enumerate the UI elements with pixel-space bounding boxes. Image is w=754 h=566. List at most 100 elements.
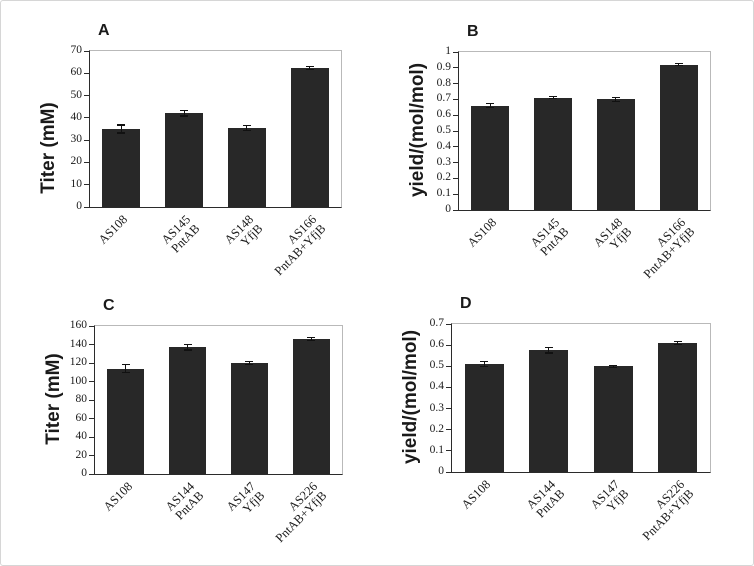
error-bar-cap — [480, 361, 489, 363]
y-axis-tick — [453, 83, 458, 85]
y-tick-label: 0.1 — [436, 187, 451, 200]
y-tick-label: 120 — [69, 356, 87, 368]
error-bar-cap — [307, 336, 316, 338]
y-tick-label: 0 — [445, 203, 451, 215]
y-axis-tick — [453, 98, 458, 100]
error-bar-cap — [121, 371, 130, 373]
error-bar-cap — [242, 129, 251, 131]
y-axis-tick — [84, 206, 89, 208]
error-bar-cap — [674, 64, 683, 67]
y-tick-label: 0 — [81, 467, 87, 479]
panel-b-plot-area: 0 0.1 0.2 0.3 0.4 0.5 0.6 0.7 0.8 0.9 1 AS108 AS145 … — [437, 45, 711, 281]
y-axis-tick — [89, 381, 94, 382]
bar-c-1 — [107, 368, 145, 474]
bar-b-1 — [471, 105, 510, 210]
y-tick-label: 0.2 — [429, 422, 444, 435]
error-bar — [309, 66, 311, 70]
y-axis-tick — [89, 455, 94, 456]
y-axis-tick — [446, 386, 451, 388]
panel-c-plot-area: 0 20 40 60 80 100 120 140 160 AS108 AS144 PntAB AS1… — [70, 319, 343, 545]
error-bar — [310, 337, 312, 341]
error-bar — [612, 365, 614, 368]
error-bar-cap — [674, 63, 683, 65]
error-bar-cap — [117, 124, 126, 126]
y-tick-label: 60 — [70, 66, 83, 79]
y-axis-tick — [84, 161, 89, 163]
y-tick-label: 1 — [445, 45, 451, 57]
y-axis-tick — [446, 408, 451, 410]
error-bar — [552, 96, 554, 99]
error-bar-cap — [611, 100, 620, 102]
y-axis-tick — [84, 139, 89, 141]
bar-a-3 — [227, 127, 266, 207]
y-axis-tick — [453, 193, 458, 195]
y-tick-label: 0.7 — [436, 92, 451, 105]
bar-d-4 — [658, 343, 698, 472]
y-axis-tick — [84, 117, 89, 119]
y-axis-tick — [89, 473, 94, 475]
error-bar — [248, 361, 250, 365]
y-axis-tick — [89, 418, 94, 419]
bar-d-2 — [529, 350, 569, 472]
x-category-label: AS166 PntAB+YfjB — [271, 212, 329, 279]
bar-b-4 — [659, 64, 698, 210]
y-axis-tick — [446, 450, 451, 452]
error-bar-cap — [549, 96, 558, 98]
bar-c-3 — [230, 363, 268, 474]
y-axis-tick — [446, 365, 451, 367]
panel-label-b: B — [467, 23, 479, 40]
y-tick-label: 40 — [70, 110, 83, 123]
y-axis-tick — [89, 436, 94, 438]
y-axis-tick — [453, 67, 458, 69]
error-bar-cap — [486, 103, 495, 105]
y-tick-label: 20 — [70, 155, 83, 168]
y-axis-tick — [89, 325, 94, 327]
error-bar-cap — [544, 352, 553, 354]
y-tick-label: 50 — [70, 88, 83, 101]
y-axis-tick — [453, 51, 458, 53]
error-bar — [120, 124, 122, 133]
error-bar-cap — [609, 366, 618, 368]
error-bar-cap — [180, 115, 189, 117]
y-axis-tick — [89, 399, 94, 401]
error-bar-cap — [673, 343, 682, 345]
error-bar-cap — [245, 360, 254, 362]
bar-d-3 — [593, 366, 633, 472]
error-bar-cap — [245, 364, 254, 366]
y-tick-label: 40 — [75, 430, 88, 442]
bar-b-2 — [534, 97, 573, 210]
y-axis-tick — [84, 72, 89, 74]
y-tick-label: 60 — [75, 411, 88, 424]
error-bar-cap — [121, 364, 130, 366]
y-tick-label: 140 — [69, 337, 87, 350]
error-bar-cap — [480, 366, 489, 368]
y-tick-label: 0.4 — [429, 380, 444, 393]
error-bar — [125, 364, 127, 373]
error-bar — [615, 97, 617, 102]
bar-c-4 — [292, 338, 330, 474]
y-tick-label: 70 — [70, 44, 83, 56]
error-bar-cap — [305, 65, 314, 67]
error-bar-cap — [180, 110, 189, 112]
error-bar-cap — [611, 96, 620, 99]
bar-a-1 — [102, 129, 141, 207]
y-tick-label: 0.8 — [436, 76, 451, 89]
y-tick-label: 80 — [75, 393, 88, 405]
error-bar-cap — [549, 98, 558, 100]
error-bar — [677, 341, 679, 345]
error-bar — [548, 347, 550, 353]
y-axis-tick — [453, 146, 458, 148]
y-axis-tick — [453, 114, 458, 116]
bar-d-1 — [464, 364, 504, 472]
error-bar-cap — [183, 349, 192, 351]
y-tick-label: 0.9 — [436, 60, 451, 73]
panel-label-a: A — [98, 22, 110, 39]
y-axis-tick — [453, 162, 458, 164]
y-tick-label: 0.3 — [429, 401, 444, 414]
error-bar-cap — [307, 340, 316, 342]
bar-c-2 — [169, 347, 207, 474]
y-tick-label: 30 — [70, 133, 83, 146]
y-tick-label: 0.5 — [436, 124, 451, 136]
y-axis-tick — [453, 177, 458, 179]
